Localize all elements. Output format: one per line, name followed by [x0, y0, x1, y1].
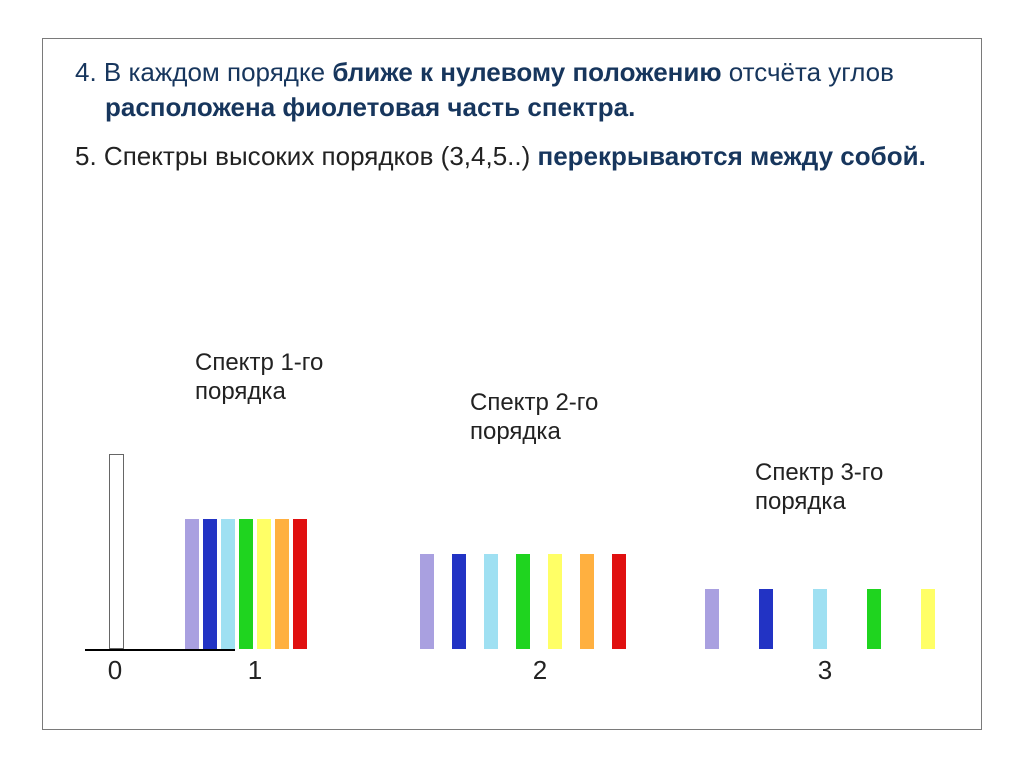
p5-seg-b: перекрываются между собой.	[538, 141, 926, 171]
spectrum-bar	[257, 519, 271, 649]
spectrum-bar	[420, 554, 434, 649]
spectrum-bar	[516, 554, 530, 649]
p4-number: 4.	[75, 57, 104, 87]
spectrum-bar	[580, 554, 594, 649]
paragraph-4: 4. В каждом порядке ближе к нулевому пол…	[75, 55, 953, 125]
spectrum-bar	[813, 589, 827, 649]
group-label: Спектр 2-гопорядка	[470, 389, 598, 447]
group-label: Спектр 3-гопорядка	[755, 459, 883, 517]
spectrum-bar	[452, 554, 466, 649]
group-label-line: порядка	[755, 488, 883, 517]
axis-label: 2	[533, 655, 547, 686]
spectrum-bar	[921, 589, 935, 649]
spectrum-bar	[705, 589, 719, 649]
spectrum-bar	[185, 519, 199, 649]
group-label-line: порядка	[470, 418, 598, 447]
spectrum-bar	[221, 519, 235, 649]
spectrum-bar	[293, 519, 307, 649]
p4-seg-d: расположена фиолетовая часть спектра.	[105, 92, 635, 122]
p5-number: 5.	[75, 141, 104, 171]
spectrum-bar	[203, 519, 217, 649]
p4-seg-b: ближе к нулевому положению	[332, 57, 728, 87]
axis-label: 0	[108, 655, 122, 686]
slide: 4. В каждом порядке ближе к нулевому пол…	[0, 0, 1024, 768]
spectrum-chart: 0123Спектр 1-гопорядкаСпектр 2-гопорядка…	[85, 309, 965, 689]
axis-label: 1	[248, 655, 262, 686]
zero-order-bar	[109, 454, 124, 649]
spectrum-bar	[867, 589, 881, 649]
p4-seg-a: В каждом порядке	[104, 57, 332, 87]
group-label-line: Спектр 3-го	[755, 459, 883, 488]
spectrum-bar	[759, 589, 773, 649]
axis-label: 3	[818, 655, 832, 686]
group-label-line: Спектр 2-го	[470, 389, 598, 418]
group-label: Спектр 1-гопорядка	[195, 349, 323, 407]
spectrum-bar	[239, 519, 253, 649]
p4-seg-c: отсчёта углов	[729, 57, 894, 87]
baseline	[85, 649, 235, 651]
group-label-line: Спектр 1-го	[195, 349, 323, 378]
p5-seg-a: Спектры высоких порядков (3,4,5..)	[104, 141, 538, 171]
group-label-line: порядка	[195, 378, 323, 407]
spectrum-bar	[484, 554, 498, 649]
content-frame: 4. В каждом порядке ближе к нулевому пол…	[42, 38, 982, 730]
spectrum-bar	[275, 519, 289, 649]
spectrum-bar	[612, 554, 626, 649]
spectrum-bar	[548, 554, 562, 649]
paragraph-5: 5. Спектры высоких порядков (3,4,5..) пе…	[75, 139, 953, 174]
